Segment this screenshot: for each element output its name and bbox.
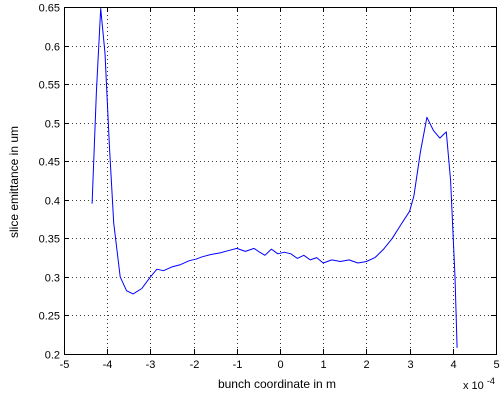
y-tick-label: 0.25: [39, 311, 60, 323]
x-tick-label: -2: [190, 359, 200, 371]
y-tick-label: 0.2: [45, 350, 60, 362]
x-tick-label: -1: [233, 359, 243, 371]
x-axis-multiplier-base: x 10: [463, 380, 484, 392]
x-tick-label: 2: [363, 359, 369, 371]
y-tick-label: 0.4: [45, 196, 60, 208]
x-tick-label: 1: [320, 359, 326, 371]
x-tick-label: -3: [146, 359, 156, 371]
x-tick-label: 3: [407, 359, 413, 371]
series-line: [91, 8, 458, 348]
plot-area: [64, 7, 496, 354]
y-tick-label: 0.55: [39, 80, 60, 92]
x-tick-label: 0: [277, 359, 283, 371]
grid-lines: [64, 7, 496, 354]
y-tick-label: 0.45: [39, 157, 60, 169]
tick-marks: [64, 7, 497, 355]
x-tick-label: -4: [103, 359, 113, 371]
tick-labels: -5 -4 -3 -2 -1 0 1 2 3 4 5 0.2 0.25 0.3 0.35 0.4 0.45 0.5…: [39, 3, 500, 372]
y-tick-label: 0.3: [45, 273, 60, 285]
y-tick-label: 0.6: [45, 42, 60, 54]
y-tick-label: 0.35: [39, 234, 60, 246]
y-tick-label: 0.5: [45, 119, 60, 131]
x-axis-label: bunch coordinate in m: [218, 377, 336, 391]
x-tick-label: 5: [493, 359, 499, 371]
x-tick-label: -5: [60, 359, 70, 371]
x-tick-label: 4: [450, 359, 456, 371]
y-tick-label: 0.65: [39, 3, 60, 15]
series-layer: [91, 8, 458, 348]
y-axis-label: slice emittance in um: [7, 126, 21, 238]
x-axis-multiplier: x 10 -4: [463, 376, 495, 392]
x-axis-multiplier-exponent: -4: [487, 376, 495, 386]
